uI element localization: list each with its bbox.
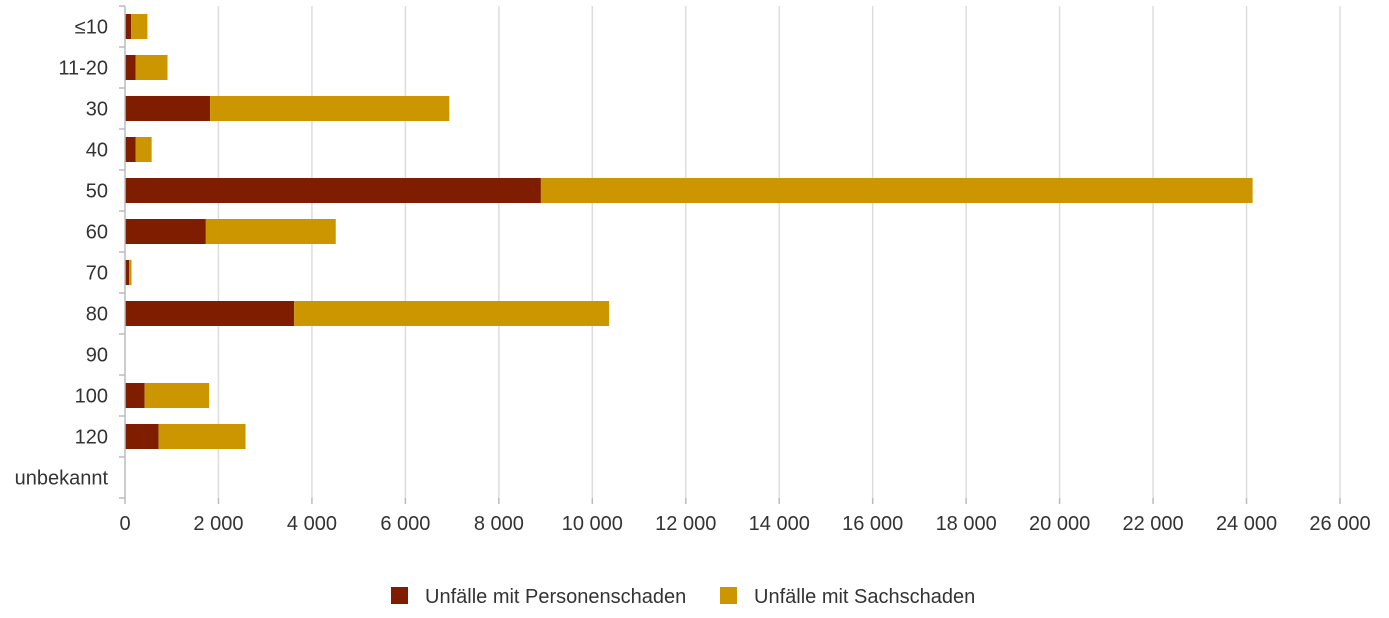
y-category-label: 120 — [75, 427, 108, 449]
x-tick-label: 2 000 — [193, 513, 243, 535]
bar-personenschaden — [125, 55, 136, 80]
bar-sachschaden — [129, 260, 132, 285]
y-category-label: 11-20 — [58, 58, 108, 80]
legend-swatch — [391, 587, 408, 604]
legend-label: Unfälle mit Sachschaden — [754, 586, 975, 608]
y-category-label: 80 — [86, 304, 108, 326]
bar-sachschaden — [294, 301, 610, 326]
y-category-label: 70 — [86, 263, 108, 285]
x-tick-label: 22 000 — [1122, 513, 1183, 535]
y-category-label: ≤10 — [75, 17, 108, 39]
bar-sachschaden — [205, 219, 336, 244]
legend-swatch — [720, 587, 737, 604]
x-tick-label: 26 000 — [1309, 513, 1370, 535]
legend: Unfälle mit Personenschaden Unfälle mit S… — [391, 586, 975, 608]
y-category-label: 60 — [86, 222, 108, 244]
y-category-label: 90 — [86, 345, 108, 367]
x-tick-label: 16 000 — [842, 513, 903, 535]
bar-sachschaden — [158, 424, 246, 449]
bar-sachschaden — [144, 383, 210, 408]
x-tick-label: 18 000 — [936, 513, 997, 535]
y-category-label: 100 — [75, 386, 108, 408]
bars — [125, 14, 1253, 449]
y-category-label: 40 — [86, 140, 108, 162]
legend-label: Unfälle mit Personenschaden — [425, 586, 686, 608]
bar-sachschaden — [210, 96, 450, 121]
y-category-label: 50 — [86, 181, 108, 203]
bar-sachschaden — [131, 14, 148, 39]
x-tick-label: 20 000 — [1029, 513, 1090, 535]
bar-sachschaden — [135, 137, 152, 162]
axes — [119, 5, 1341, 504]
y-category-label: unbekannt — [15, 468, 109, 490]
x-tick-label: 4 000 — [287, 513, 337, 535]
x-tick-label: 10 000 — [562, 513, 623, 535]
bar-personenschaden — [125, 178, 541, 203]
y-axis-category-labels: ≤10 11-20 30 40 50 60 70 80 90 100 120 unbekannt — [15, 17, 109, 490]
bar-personenschaden — [125, 260, 130, 285]
bar-personenschaden — [125, 424, 159, 449]
x-tick-label: 12 000 — [655, 513, 716, 535]
gridlines — [217, 6, 1341, 498]
bar-sachschaden — [135, 55, 168, 80]
x-tick-label: 24 000 — [1216, 513, 1277, 535]
y-category-label: 30 — [86, 99, 108, 121]
x-tick-label: 14 000 — [749, 513, 810, 535]
bar-sachschaden — [540, 178, 1253, 203]
bar-personenschaden — [125, 96, 211, 121]
x-tick-label: 8 000 — [474, 513, 524, 535]
x-tick-label: 6 000 — [380, 513, 430, 535]
bar-personenschaden — [125, 219, 206, 244]
x-axis-tick-labels: 0 2 000 4 000 6 000 8 000 10 000 12 000 14 000 1… — [119, 513, 1370, 535]
x-tick-label: 0 — [119, 513, 130, 535]
bar-personenschaden — [125, 301, 295, 326]
bar-personenschaden — [125, 14, 132, 39]
bar-personenschaden — [125, 383, 145, 408]
bar-personenschaden — [125, 137, 136, 162]
